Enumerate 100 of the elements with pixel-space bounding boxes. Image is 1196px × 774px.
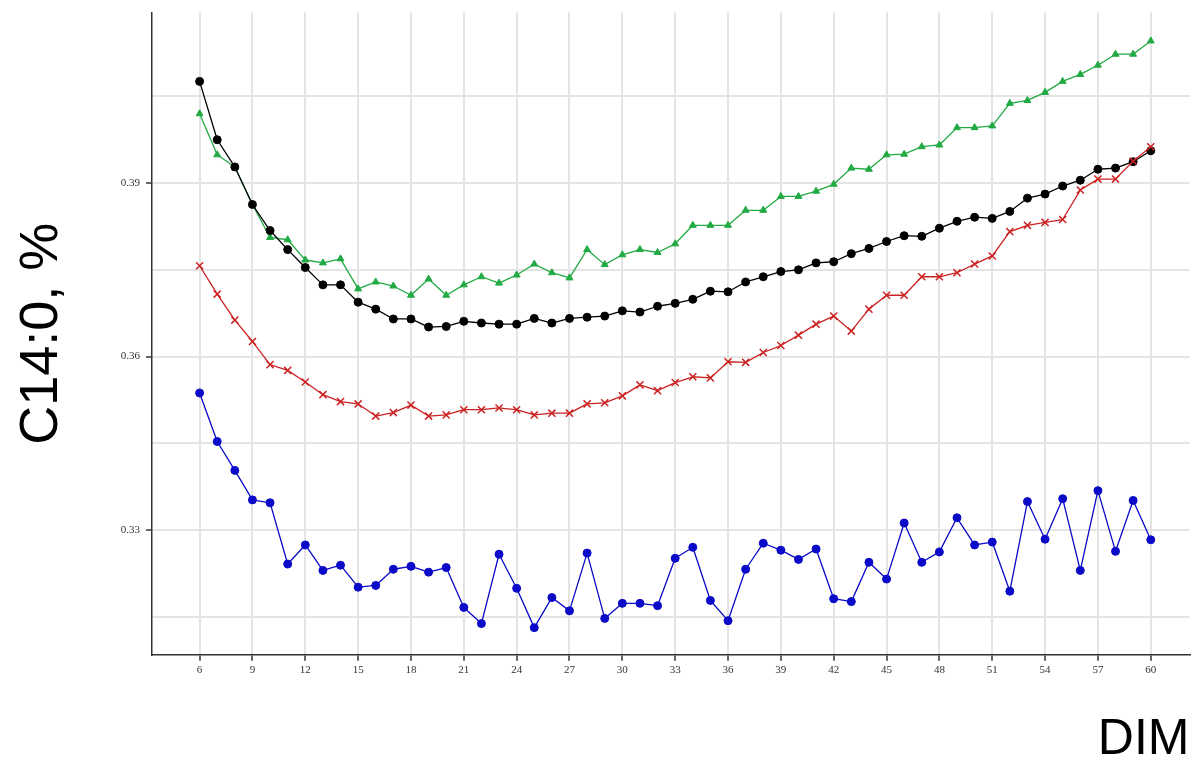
point bbox=[336, 280, 346, 290]
point bbox=[247, 495, 257, 505]
x-tick-label: 51 bbox=[986, 663, 998, 676]
point bbox=[1023, 221, 1032, 230]
point bbox=[847, 163, 856, 171]
point bbox=[371, 304, 381, 314]
point bbox=[1022, 193, 1032, 203]
point bbox=[582, 312, 592, 322]
point bbox=[300, 263, 310, 273]
point bbox=[635, 598, 645, 608]
point bbox=[705, 286, 715, 296]
point bbox=[336, 397, 345, 406]
x-tick-label: 57 bbox=[1092, 663, 1104, 676]
x-tick-label: 36 bbox=[722, 663, 735, 676]
point bbox=[565, 273, 574, 281]
point bbox=[900, 149, 909, 157]
point bbox=[583, 245, 592, 253]
point bbox=[935, 272, 944, 282]
point bbox=[389, 408, 398, 417]
point bbox=[952, 268, 962, 277]
point bbox=[917, 557, 927, 567]
point bbox=[758, 272, 768, 282]
point bbox=[846, 249, 856, 259]
point bbox=[1093, 486, 1103, 496]
point bbox=[283, 366, 292, 375]
point bbox=[1111, 174, 1120, 184]
point bbox=[970, 259, 979, 269]
point bbox=[441, 321, 451, 331]
point bbox=[512, 270, 521, 278]
x-tick-label: 33 bbox=[669, 663, 682, 676]
point bbox=[635, 380, 645, 390]
point bbox=[847, 326, 856, 336]
x-tick-label: 6 bbox=[196, 663, 203, 676]
point bbox=[706, 220, 715, 228]
point bbox=[776, 267, 786, 277]
point bbox=[1022, 497, 1032, 507]
point bbox=[618, 250, 627, 258]
point bbox=[1093, 174, 1103, 184]
point bbox=[723, 357, 733, 367]
point bbox=[212, 289, 222, 299]
point bbox=[794, 330, 803, 340]
point bbox=[195, 261, 204, 271]
point bbox=[529, 623, 539, 633]
point bbox=[318, 258, 327, 266]
point bbox=[970, 123, 979, 131]
point bbox=[653, 601, 663, 611]
y-tick-label: 0.33 bbox=[120, 522, 141, 535]
point bbox=[776, 545, 786, 555]
point bbox=[300, 540, 310, 550]
point bbox=[318, 565, 328, 575]
point bbox=[477, 272, 486, 280]
point bbox=[283, 235, 292, 243]
point bbox=[917, 231, 927, 241]
point bbox=[512, 319, 522, 329]
point bbox=[724, 220, 732, 228]
point bbox=[1005, 98, 1014, 106]
point bbox=[688, 542, 698, 552]
point bbox=[706, 373, 715, 383]
point bbox=[265, 360, 275, 369]
point bbox=[424, 411, 433, 421]
point bbox=[988, 121, 997, 129]
x-tick-label: 24 bbox=[511, 663, 523, 676]
point bbox=[1040, 189, 1050, 199]
point bbox=[336, 560, 346, 570]
point bbox=[494, 403, 504, 413]
point bbox=[212, 135, 222, 145]
point bbox=[530, 259, 539, 267]
point bbox=[829, 594, 839, 604]
point bbox=[1111, 163, 1121, 173]
point bbox=[1005, 206, 1015, 216]
point bbox=[741, 564, 751, 574]
point bbox=[476, 619, 486, 629]
point bbox=[1040, 534, 1050, 544]
point bbox=[670, 553, 680, 563]
point bbox=[705, 595, 715, 605]
point bbox=[1093, 60, 1102, 68]
point bbox=[248, 337, 257, 346]
point bbox=[1075, 565, 1085, 575]
point bbox=[494, 319, 504, 329]
point bbox=[371, 277, 380, 285]
point bbox=[741, 277, 751, 287]
point bbox=[389, 281, 398, 289]
point bbox=[582, 548, 592, 558]
point bbox=[600, 311, 610, 321]
x-tick-label: 54 bbox=[1039, 663, 1052, 676]
point bbox=[1093, 164, 1103, 174]
point bbox=[547, 268, 556, 276]
point bbox=[864, 557, 874, 567]
point bbox=[336, 254, 345, 262]
point bbox=[759, 205, 768, 213]
x-tick-label: 60 bbox=[1145, 663, 1157, 676]
point bbox=[846, 597, 856, 607]
point bbox=[407, 290, 415, 298]
point bbox=[600, 260, 609, 268]
point bbox=[1058, 76, 1067, 84]
point bbox=[899, 290, 909, 300]
point bbox=[265, 226, 275, 236]
point bbox=[653, 301, 663, 311]
point bbox=[1023, 95, 1032, 103]
point bbox=[688, 372, 698, 382]
